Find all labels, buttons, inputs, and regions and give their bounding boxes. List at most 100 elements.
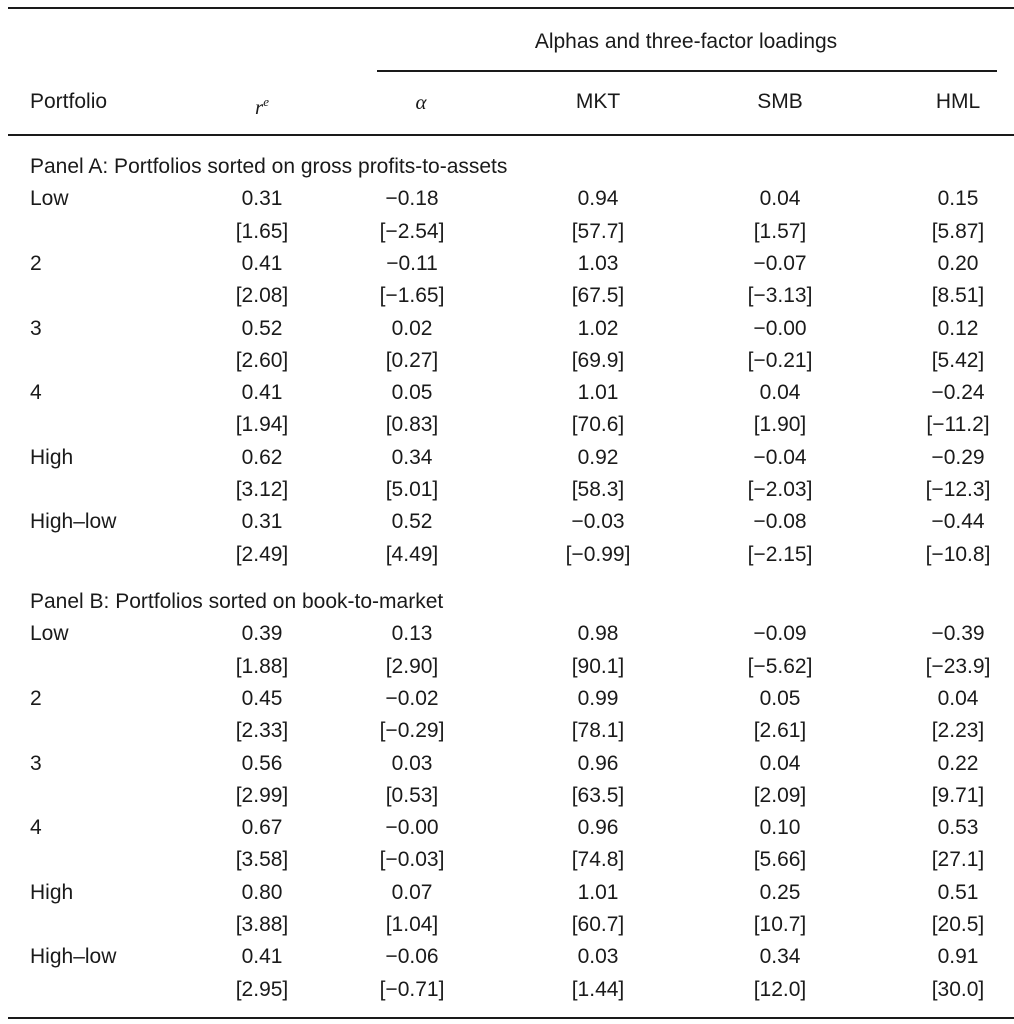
table-cell-tstat: [2.49]: [235, 542, 289, 566]
row-label: Low: [30, 187, 69, 211]
table-cell-tstat: [1.88]: [235, 654, 289, 678]
row-label: High–low: [30, 510, 117, 534]
table-cell-tstat: [2.90]: [385, 654, 439, 678]
table-cell-tstat: [2.23]: [931, 719, 985, 743]
table-cell-tstat: [5.01]: [385, 478, 439, 501]
row-label: High: [30, 880, 74, 904]
table-cell-tstat: [−12.3]: [925, 478, 991, 501]
row-label: 2: [30, 686, 42, 710]
table-cell-tstat: [−0.21]: [747, 348, 813, 372]
table-cell-value: 0.56: [241, 751, 283, 775]
table-cell-tstat: [57.7]: [571, 219, 625, 243]
table-cell-value: 0.53: [937, 816, 979, 840]
table-cell-value: 0.10: [759, 816, 801, 840]
header-rule: [8, 134, 1014, 136]
row-label: Low: [30, 622, 69, 646]
table-cell-value: −0.09: [753, 622, 807, 646]
col-header-r: r: [255, 95, 264, 119]
table-cell-value: 0.96: [577, 751, 619, 775]
col-header-portfolio: Portfolio: [30, 90, 108, 113]
table-cell-tstat: [−3.13]: [747, 284, 813, 308]
table-cell-value: −0.00: [385, 816, 439, 840]
table-cell-tstat: [70.6]: [571, 413, 625, 437]
table-cell-value: −0.07: [753, 251, 807, 275]
table-cell-tstat: [58.3]: [571, 478, 625, 501]
col-header-alpha: α: [415, 90, 427, 114]
table-cell-tstat: [−2.54]: [379, 219, 445, 243]
table-cell-value: 0.41: [241, 945, 283, 969]
table-cell-value: 0.39: [241, 622, 283, 646]
table-cell-value: 1.01: [577, 381, 619, 405]
table-cell-value: 0.41: [241, 381, 283, 405]
table-cell-value: 0.31: [241, 187, 283, 211]
col-header-mkt: MKT: [575, 90, 621, 113]
table-cell-value: −0.04: [753, 445, 807, 469]
table-cell-tstat: [1.04]: [385, 913, 439, 936]
table-cell-value: 0.02: [391, 316, 433, 340]
table-cell-tstat: [27.1]: [931, 848, 985, 872]
table-cell-value: 0.05: [391, 381, 433, 405]
table-cell-value: 0.96: [577, 816, 619, 840]
table-cell-value: 0.03: [391, 751, 433, 775]
table-cell-tstat: [8.51]: [931, 284, 985, 308]
table-cell-value: 0.92: [577, 445, 619, 469]
panel-title: Panel B: Portfolios sorted on book-to-ma…: [30, 590, 444, 613]
row-label: 4: [30, 381, 42, 405]
table-cell-value: 0.99: [577, 686, 619, 710]
table-cell-value: 0.51: [937, 880, 979, 904]
table-cell-tstat: [74.8]: [571, 848, 625, 872]
table-cell-value: 1.03: [577, 251, 619, 275]
table-cell-tstat: [1.57]: [753, 219, 807, 243]
table-cell-tstat: [69.9]: [571, 348, 625, 372]
table-cell-value: 0.45: [241, 686, 283, 710]
col-header-r-superscript: e: [263, 94, 269, 109]
table-cell-tstat: [2.61]: [753, 719, 807, 743]
table-cell-value: 0.31: [241, 510, 283, 534]
table-cell-tstat: [−23.9]: [925, 654, 991, 678]
table-cell-tstat: [−1.65]: [379, 284, 445, 308]
table-cell-value: 0.05: [759, 686, 801, 710]
table-cell-tstat: [−0.99]: [565, 542, 631, 566]
table-cell-tstat: [5.42]: [931, 348, 985, 372]
table-cell-tstat: [1.44]: [571, 977, 625, 1001]
row-label: 2: [30, 251, 42, 275]
table-cell-tstat: [−0.29]: [379, 719, 445, 743]
table-cell-tstat: [30.0]: [931, 977, 985, 1001]
table-cell-tstat: [3.12]: [235, 478, 289, 501]
table-cell-tstat: [4.49]: [385, 542, 439, 566]
table-cell-value: 0.04: [937, 686, 979, 710]
table-cell-tstat: [1.65]: [235, 219, 289, 243]
table-cell-value: 0.94: [577, 187, 619, 211]
table-cell-tstat: [60.7]: [571, 913, 625, 936]
table-cell-tstat: [2.99]: [235, 783, 289, 807]
table-cell-value: −0.44: [931, 510, 985, 534]
table-cell-tstat: [2.60]: [235, 348, 289, 372]
table-cell-value: 0.25: [759, 880, 801, 904]
table-cell-value: −0.06: [385, 945, 439, 969]
table-cell-tstat: [−2.15]: [747, 542, 813, 566]
table-cell-value: 0.13: [391, 622, 433, 646]
table-cell-value: 0.52: [391, 510, 433, 534]
table-cell-tstat: [20.5]: [931, 913, 985, 936]
table-cell-tstat: [5.66]: [753, 848, 807, 872]
table-cell-tstat: [1.90]: [753, 413, 807, 437]
panel-title: Panel A: Portfolios sorted on gross prof…: [30, 155, 508, 178]
table-cell-value: 0.41: [241, 251, 283, 275]
table-cell-tstat: [−0.71]: [379, 977, 445, 1001]
table-cell-value: 0.80: [241, 880, 283, 904]
table-cell-value: 0.22: [937, 751, 979, 775]
table-cell-tstat: [67.5]: [571, 284, 625, 308]
table-cell-value: 0.34: [391, 445, 433, 469]
table-cell-value: 1.01: [577, 880, 619, 904]
table-cell-value: −0.11: [386, 251, 438, 275]
col-header-excess-return: re: [255, 90, 269, 120]
table-cell-tstat: [2.08]: [235, 284, 289, 308]
table-cell-tstat: [1.94]: [235, 413, 289, 437]
table-cell-tstat: [2.33]: [235, 719, 289, 743]
table-cell-tstat: [10.7]: [753, 913, 807, 936]
table-cell-tstat: [−10.8]: [925, 542, 991, 566]
table-cell-tstat: [90.1]: [571, 654, 625, 678]
table-cell-value: 0.04: [759, 381, 801, 405]
row-label: 4: [30, 816, 42, 840]
